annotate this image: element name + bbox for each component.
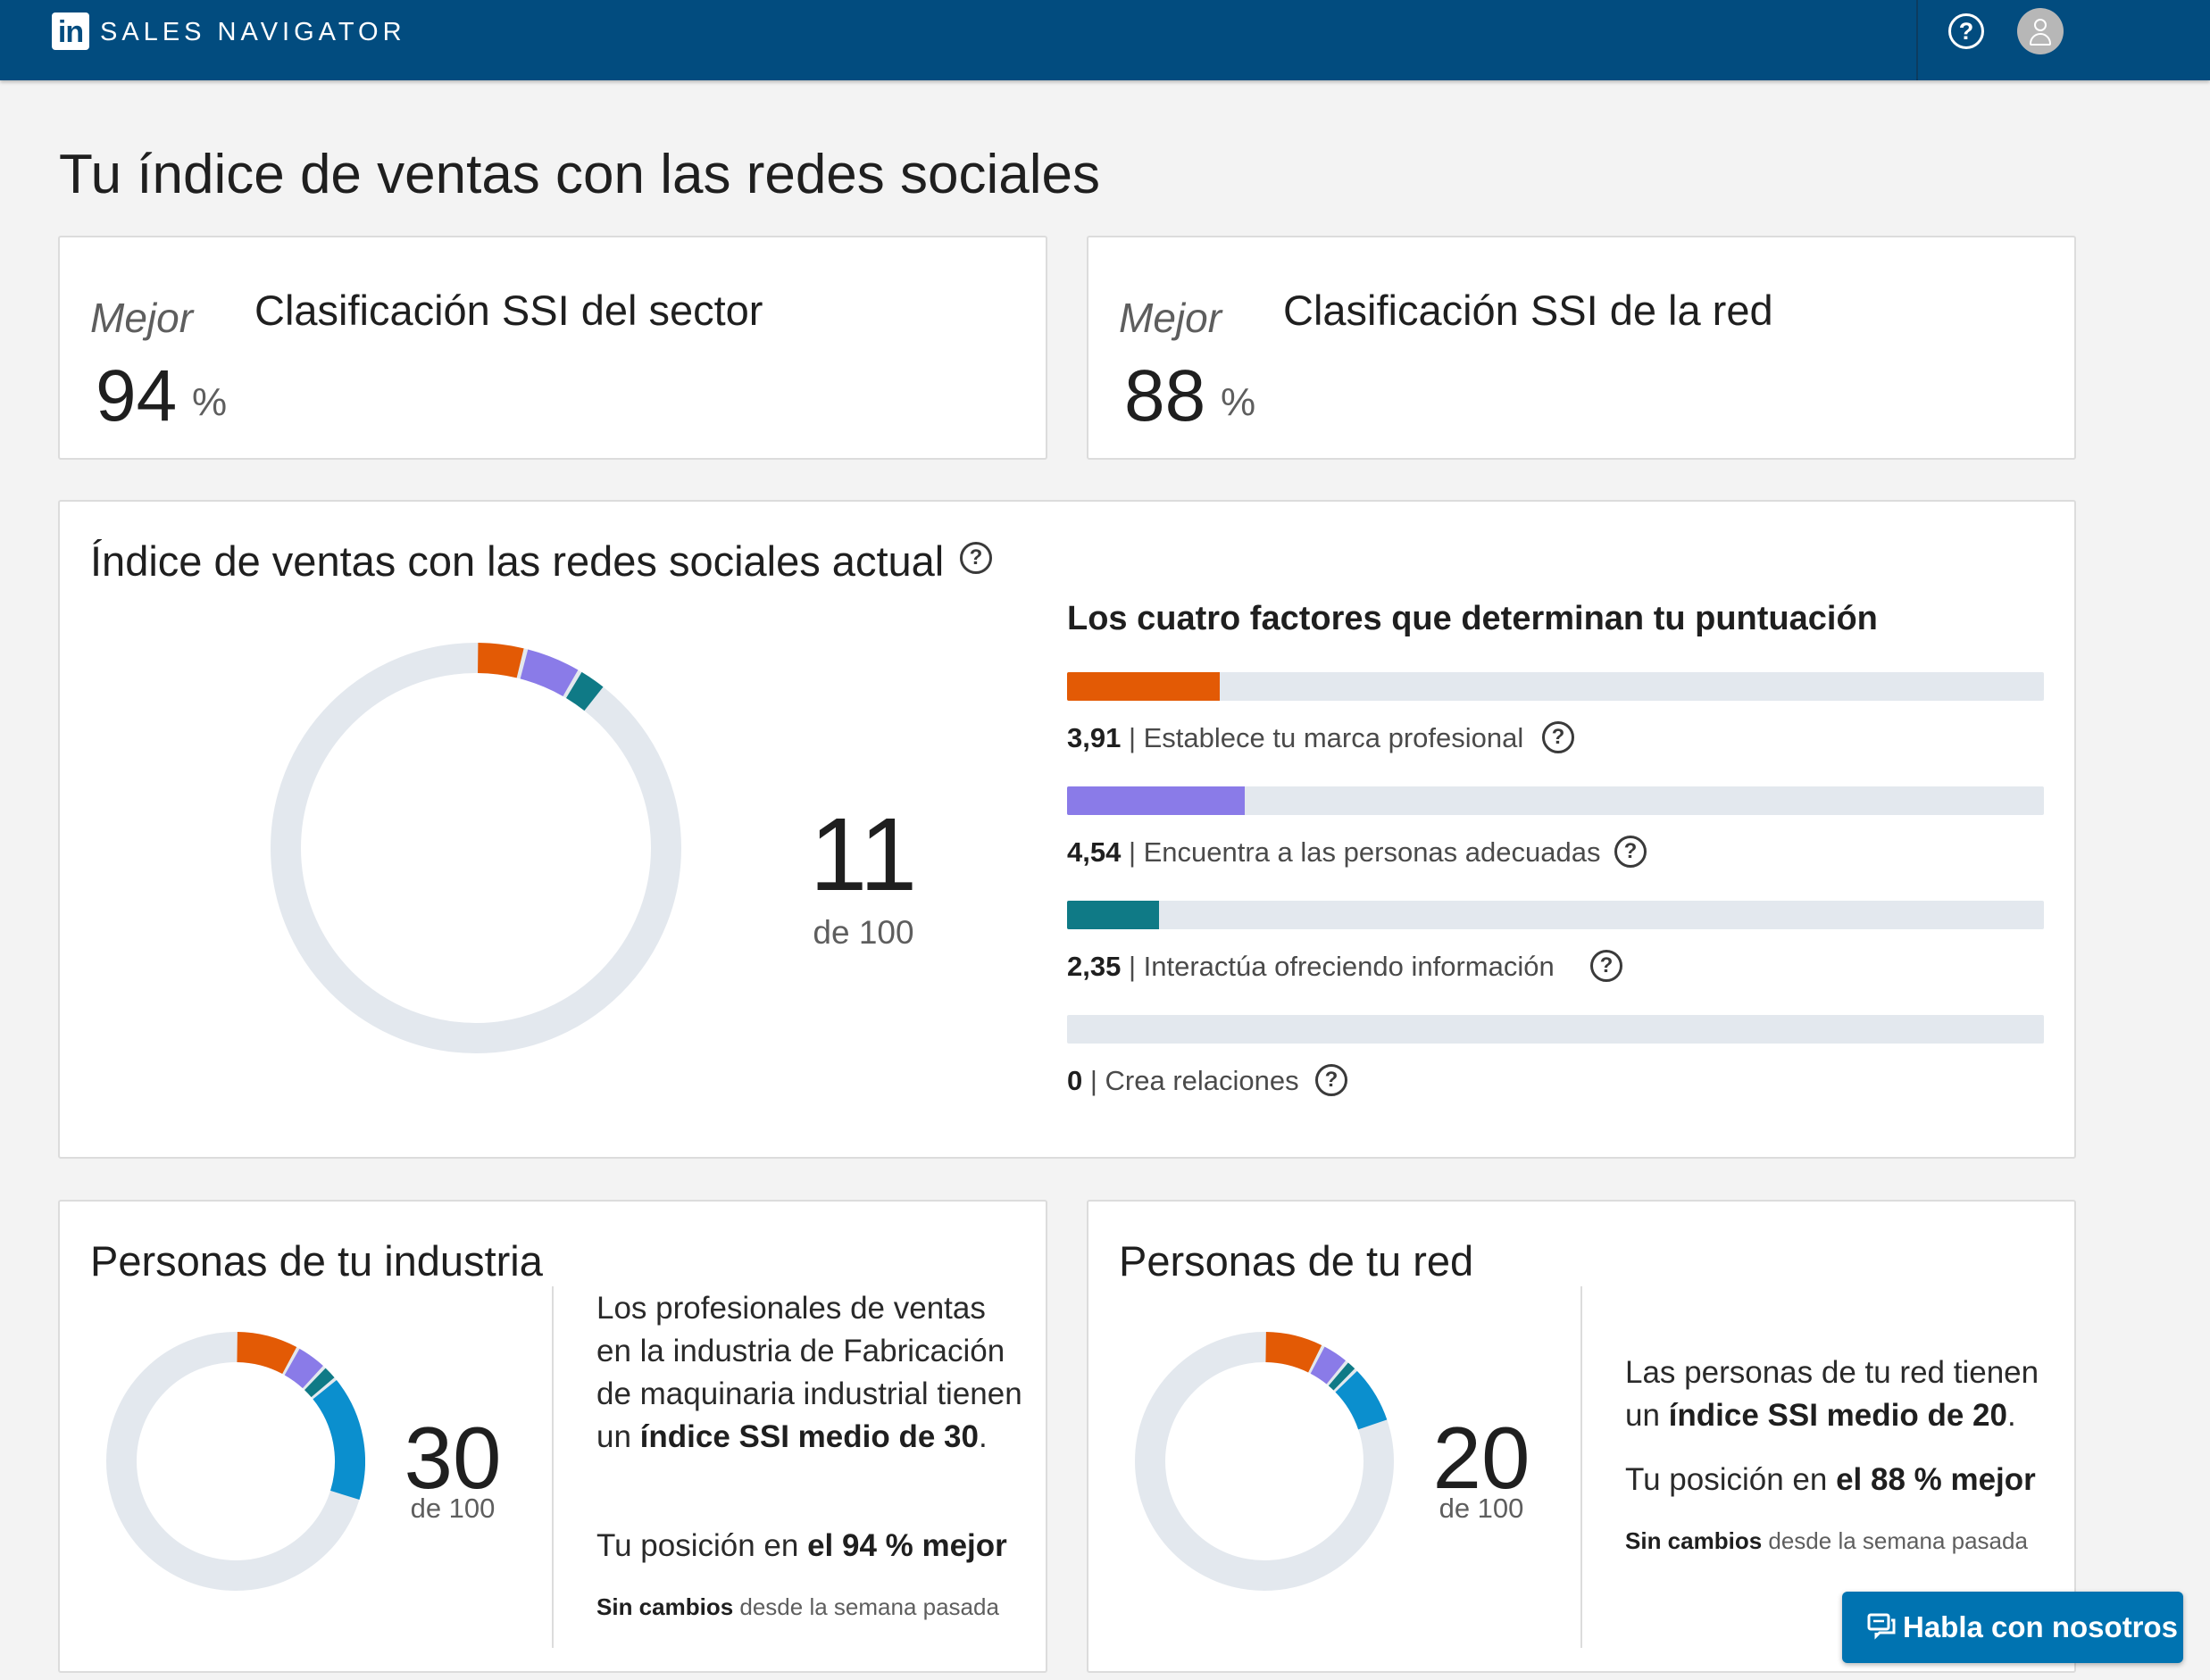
factor-row: 0 | Crea relaciones [1067, 1061, 1299, 1101]
factor-label: Crea relaciones [1105, 1065, 1299, 1096]
factor-label: Establece tu marca profesional [1143, 722, 1524, 753]
donut-segment [304, 1368, 335, 1398]
factor-score: 2,35 [1067, 951, 1122, 982]
user-avatar-icon[interactable] [2017, 8, 2064, 54]
divider [1580, 1286, 1582, 1648]
industry-people-card: Personas de tu industria 30 de 100 Los p… [58, 1200, 1047, 1673]
factor-label: Encuentra a las personas adecuadas [1143, 836, 1601, 868]
donut-segment [1264, 1332, 1322, 1373]
ssi-score: 11 [809, 796, 918, 912]
ssi-score-suffix: de 100 [813, 914, 914, 951]
donut-segment [313, 1380, 365, 1500]
network-position: Tu posición en el 88 % mejor [1625, 1462, 2036, 1497]
network-score-suffix: de 100 [1439, 1493, 1524, 1524]
industry-ssi-rank-card: Mejor 94 % Clasificación SSI del sector [58, 236, 1047, 460]
linkedin-logo[interactable]: in [52, 12, 89, 50]
network-people-title: Personas de tu red [1119, 1237, 1474, 1285]
donut-segment [477, 643, 524, 678]
rank-mejor-label: Mejor [90, 295, 194, 341]
donut-segment [1310, 1346, 1346, 1385]
current-ssi-card: Índice de ventas con las redes sociales … [58, 500, 2076, 1159]
network-donut-chart [1135, 1332, 1394, 1591]
network-description: Las personas de tu red tienen un índice … [1625, 1355, 2039, 1433]
network-rank-value: 88 [1124, 355, 1206, 437]
donut-segment [236, 1332, 297, 1375]
top-navigation-bar: in SALES NAVIGATOR ? [0, 0, 2210, 80]
industry-score: 30 [404, 1409, 502, 1507]
separator: | [1082, 1065, 1105, 1096]
donut-segment [284, 1348, 323, 1389]
factor-row: 2,35 | Interactúa ofreciendo información [1067, 947, 1555, 986]
industry-people-title: Personas de tu industria [90, 1237, 543, 1285]
donut-track [1135, 1332, 1394, 1591]
industry-description: Los profesionales de ventas en la indust… [596, 1291, 1022, 1454]
factor-label: Interactúa ofreciendo información [1143, 951, 1555, 982]
network-people-card: Personas de tu red 20 de 100 Las persona… [1087, 1200, 2076, 1673]
factor-bar-track [1067, 786, 2044, 815]
rank-mejor-label: Mejor [1119, 295, 1222, 341]
help-icon[interactable]: ? [1590, 950, 1622, 982]
current-ssi-title: Índice de ventas con las redes sociales … [90, 537, 945, 585]
network-ssi-rank-card: Mejor 88 % Clasificación SSI de la red [1087, 236, 2076, 460]
factor-bar-fill [1067, 672, 1221, 701]
percent-sign: % [192, 380, 228, 424]
help-icon[interactable]: ? [1542, 721, 1574, 753]
factor-score: 0 [1067, 1065, 1083, 1096]
donut-segment [1328, 1362, 1355, 1391]
chat-button[interactable]: Habla con nosotros [1842, 1592, 2183, 1663]
factors-heading: Los cuatro factores que determinan tu pu… [1067, 600, 1878, 637]
page-title: Tu índice de ventas con las redes social… [59, 144, 1101, 205]
industry-donut-chart [106, 1332, 365, 1591]
help-icon[interactable]: ? [1614, 836, 1647, 868]
separator: | [1121, 951, 1144, 982]
industry-rank-label: Clasificación SSI del sector [254, 287, 763, 334]
factor-bar-track [1067, 901, 2044, 929]
network-score: 20 [1432, 1409, 1530, 1507]
chat-button-label: Habla con nosotros [1903, 1610, 2179, 1643]
help-icon[interactable]: ? [960, 542, 992, 574]
factor-score: 4,54 [1067, 836, 1122, 868]
percent-sign: % [1221, 380, 1256, 424]
separator: | [1121, 836, 1144, 868]
divider [552, 1286, 554, 1648]
chat-bubbles-icon [1867, 1613, 1896, 1640]
donut-segment [565, 671, 604, 711]
help-icon[interactable]: ? [1315, 1064, 1347, 1096]
factor-bar-fill [1067, 786, 1245, 815]
donut-segment [520, 649, 579, 697]
separator: | [1121, 722, 1144, 753]
industry-rank-value: 94 [96, 355, 178, 437]
factor-row: 4,54 | Encuentra a las personas adecuada… [1067, 833, 1600, 872]
factor-row: 3,91 | Establece tu marca profesional [1067, 719, 1523, 758]
brand-name[interactable]: SALES NAVIGATOR [100, 18, 406, 46]
ssi-donut-chart [271, 643, 681, 1053]
factor-bar-fill [1067, 901, 1159, 929]
donut-segment [1335, 1370, 1388, 1430]
industry-score-suffix: de 100 [410, 1493, 496, 1524]
donut-track [271, 643, 681, 1053]
factor-bar-track [1067, 672, 2044, 701]
industry-position: Tu posición en el 94 % mejor [596, 1528, 1007, 1563]
divider [1916, 0, 1918, 80]
network-rank-label: Clasificación SSI de la red [1283, 287, 1773, 334]
help-icon[interactable]: ? [1948, 13, 1984, 49]
industry-change: Sin cambios desde la semana pasada [596, 1593, 999, 1620]
factor-score: 3,91 [1067, 722, 1122, 753]
network-change: Sin cambios desde la semana pasada [1625, 1527, 2028, 1554]
factor-bar-track [1067, 1015, 2044, 1044]
